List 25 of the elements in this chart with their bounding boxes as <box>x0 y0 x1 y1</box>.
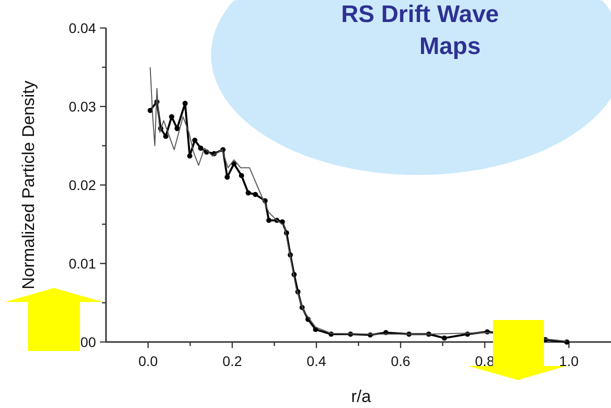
x-tick-label: 0.0 <box>138 353 158 369</box>
y-tick-label: 0.04 <box>68 20 96 36</box>
x-tick-label: 0.6 <box>390 353 411 369</box>
y-tick-label: 00 <box>80 334 96 350</box>
y-tick-label: 0.03 <box>68 98 96 114</box>
x-tick-label: 1.0 <box>559 353 579 369</box>
point <box>198 146 204 151</box>
point <box>182 100 188 106</box>
y-axis-title: Normalized Particle Density <box>19 80 38 290</box>
point <box>238 172 244 178</box>
point <box>442 335 447 341</box>
x-axis-title: r/a <box>351 387 372 406</box>
point <box>169 114 174 120</box>
x-tick-label: 0.2 <box>222 353 242 369</box>
point <box>252 192 258 198</box>
y-tick-label: 0.01 <box>68 256 96 272</box>
point <box>224 174 230 180</box>
point <box>246 190 251 196</box>
annotation: RS Drift Wave Maps <box>341 1 499 60</box>
point <box>192 138 198 143</box>
y-tick-label: 0.02 <box>68 177 96 193</box>
point <box>163 134 168 139</box>
x-tick-label: 0.4 <box>306 353 326 369</box>
point <box>266 218 272 223</box>
point <box>187 153 192 159</box>
